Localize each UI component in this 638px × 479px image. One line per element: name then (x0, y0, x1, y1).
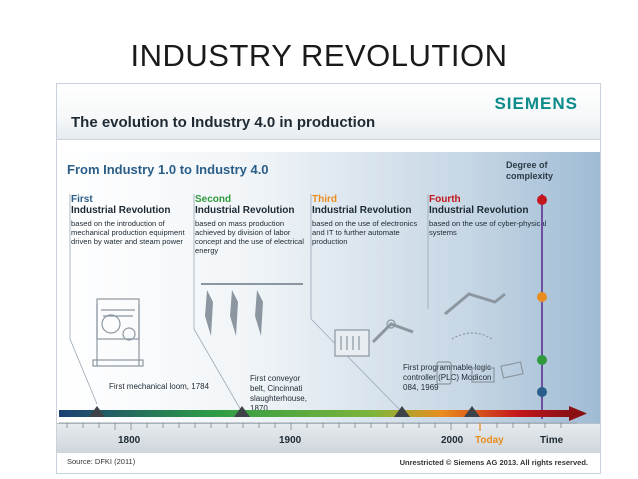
timeline-arrow (59, 406, 587, 431)
plc-robot-icon (334, 319, 414, 357)
tick-label-time: Time (540, 435, 564, 446)
pointer-1784 (69, 338, 98, 405)
figure-graphics (59, 194, 587, 431)
revolution-ordinal: Second (195, 194, 232, 205)
timeline-ticks (66, 423, 562, 430)
revolution-description: based on the use of cyber-physical syste… (429, 219, 547, 237)
marker-today (464, 406, 480, 417)
degree-of-complexity-label: Degree of complexity (506, 160, 554, 181)
milestone-loom: First mechanical loom, 1784 (109, 382, 210, 391)
main-panel-title: From Industry 1.0 to Industry 4.0 (67, 162, 269, 177)
revolution-third: Third Industrial Revolution based on the… (312, 194, 430, 246)
figure-header-title: The evolution to Industry 4.0 in product… (71, 114, 376, 131)
revolution-name: Industrial Revolution (195, 205, 295, 216)
figure-header: SIEMENS The evolution to Industry 4.0 in… (57, 84, 600, 140)
tick-label-2000: 2000 (441, 435, 464, 446)
marker-1969 (394, 406, 410, 417)
cyber-physical-systems-icon (436, 292, 524, 385)
complexity-dot-first (537, 387, 547, 397)
tick-label-today: Today (475, 435, 504, 446)
revolution-name: Industrial Revolution (429, 205, 529, 216)
revolution-dividers (69, 194, 429, 413)
industry-evolution-figure: SIEMENS The evolution to Industry 4.0 in… (56, 83, 601, 474)
revolution-description: based on mass production achieved by div… (195, 219, 304, 255)
copyright-note: Unrestricted © Siemens AG 2013. All righ… (399, 458, 588, 467)
siemens-logo: SIEMENS (494, 94, 578, 113)
conveyor-belt-icon (201, 283, 303, 336)
marker-1784 (89, 406, 105, 417)
tick-label-1800: 1800 (118, 435, 141, 446)
figure-main-panel: From Industry 1.0 to Industry 4.0 Degree… (57, 152, 600, 423)
tick-label-1900: 1900 (279, 435, 302, 446)
revolution-name: Industrial Revolution (71, 205, 171, 216)
slide-title: INDUSTRY REVOLUTION (130, 38, 508, 73)
revolution-ordinal: First (71, 194, 93, 205)
revolution-ordinal: Fourth (429, 194, 461, 205)
revolution-first: First Industrial Revolution based on the… (71, 194, 189, 246)
revolution-ordinal: Third (312, 194, 337, 205)
complexity-axis (537, 194, 547, 419)
revolution-fourth: Fourth Industrial Revolution based on th… (429, 194, 547, 237)
revolution-second: Second Industrial Revolution based on ma… (195, 194, 313, 255)
complexity-dot-third (537, 292, 547, 302)
complexity-dot-fourth (537, 195, 547, 205)
milestone-plc: First programmable logic controller (PLC… (403, 363, 492, 392)
mechanical-loom-icon (92, 298, 144, 367)
revolution-description: based on the use of electronics and IT t… (312, 219, 418, 246)
revolution-name: Industrial Revolution (312, 205, 412, 216)
marker-1870 (234, 406, 250, 417)
source-note: Source: DFKI (2011) (67, 457, 136, 466)
pointer-1969 (310, 318, 403, 413)
pointer-1870 (193, 328, 243, 413)
revolution-description: based on the introduction of mechanical … (71, 219, 185, 246)
milestone-conveyor: First conveyor belt, Cincinnati slaughte… (250, 374, 307, 413)
complexity-dot-second (537, 355, 547, 365)
